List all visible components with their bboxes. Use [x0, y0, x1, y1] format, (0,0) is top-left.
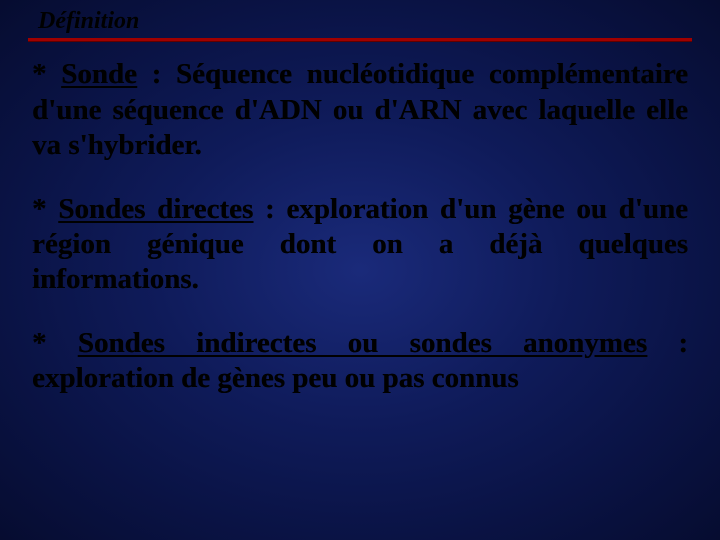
- title-divider: [28, 38, 692, 41]
- definition-text: exploration de gènes peu ou pas connus: [32, 362, 519, 394]
- slide-title: Définition: [28, 8, 692, 38]
- sep: :: [253, 193, 286, 225]
- bullet: *: [32, 58, 47, 90]
- slide-container: Définition * Sonde : Séquence nucléotidi…: [0, 0, 720, 540]
- term-sonde: Sonde: [61, 58, 137, 90]
- sep: :: [137, 58, 176, 90]
- sep: :: [647, 327, 688, 359]
- bullet: *: [32, 193, 47, 225]
- definition-sonde: * Sonde : Séquence nucléotidique complém…: [32, 57, 688, 163]
- term-sondes-indirectes: Sondes indirectes ou sondes anonymes: [78, 327, 647, 359]
- term-sondes-directes: Sondes directes: [58, 193, 253, 225]
- bullet: *: [32, 327, 47, 359]
- definition-sondes-indirectes: * Sondes indirectes ou sondes anonymes :…: [32, 326, 688, 397]
- definition-sondes-directes: * Sondes directes : exploration d'un gèn…: [32, 192, 688, 298]
